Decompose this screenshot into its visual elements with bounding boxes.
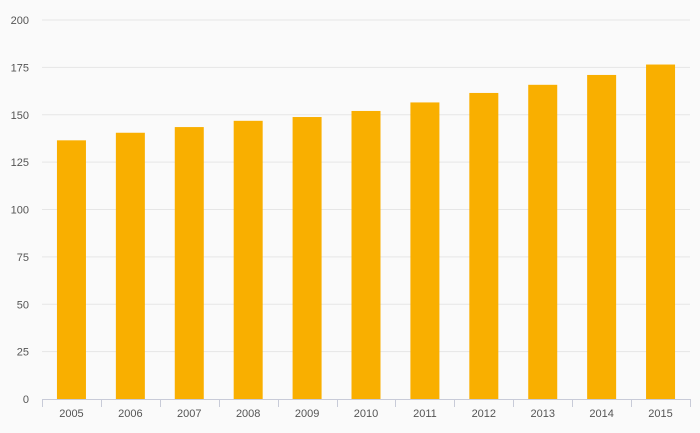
x-axis-tick-labels: 2005 2006 2007 2008 2009 2010 2011 2012 2013 2014… [59, 408, 673, 420]
y-tick-label: 0 [23, 394, 29, 406]
bar-2015[interactable] [646, 64, 676, 399]
bar-2011[interactable] [410, 102, 440, 400]
y-tick-label: 100 [11, 205, 29, 217]
y-tick-label: 150 [11, 110, 29, 122]
x-tick-label: 2011 [413, 408, 437, 420]
x-axis [42, 399, 691, 407]
y-axis-tick-labels: 0 25 50 75 100 125 150 175 200 [11, 15, 29, 406]
x-tick-label: 2007 [177, 408, 201, 420]
bar-2014[interactable] [587, 74, 617, 399]
bar-2005[interactable] [56, 140, 86, 399]
y-tick-label: 175 [11, 62, 29, 74]
bar-2007[interactable] [174, 127, 204, 399]
y-tick-label: 75 [17, 252, 29, 264]
x-tick-label: 2012 [472, 408, 496, 420]
bar-2009[interactable] [292, 117, 322, 400]
bar-2013[interactable] [528, 84, 558, 400]
y-tick-label: 25 [17, 347, 29, 359]
bar-2010[interactable] [351, 110, 381, 400]
y-tick-label: 125 [11, 157, 29, 169]
y-tick-label: 200 [11, 15, 29, 27]
bar-2006[interactable] [115, 132, 145, 399]
x-tick-label: 2015 [648, 408, 672, 420]
bar-2012[interactable] [469, 92, 499, 400]
y-tick-label: 50 [17, 299, 29, 311]
x-tick-label: 2005 [59, 408, 83, 420]
x-tick-label: 2010 [354, 408, 378, 420]
x-tick-label: 2009 [295, 408, 319, 420]
x-tick-label: 2008 [236, 408, 260, 420]
x-tick-label: 2013 [530, 408, 554, 420]
x-tick-label: 2014 [589, 408, 613, 420]
bar-2008[interactable] [233, 120, 263, 400]
bars [56, 64, 676, 400]
x-tick-label: 2006 [118, 408, 142, 420]
